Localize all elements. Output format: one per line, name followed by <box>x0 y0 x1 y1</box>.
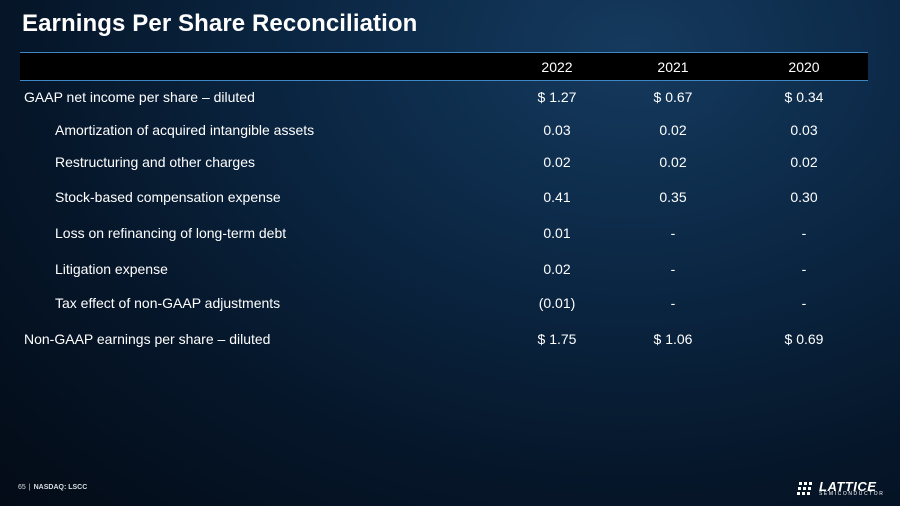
table-row-tax-effect: Tax effect of non-GAAP adjustments (0.01… <box>20 292 868 316</box>
cell-2022: $ 1.75 <box>537 331 577 347</box>
cell-2020: - <box>801 225 807 241</box>
row-label: GAAP net income per share – diluted <box>24 89 255 105</box>
footer: 65 | NASDAQ: LSCC <box>18 484 87 491</box>
table-row-gaap-eps: GAAP net income per share – diluted $ 1.… <box>20 86 868 110</box>
cell-2022: 0.02 <box>543 154 571 170</box>
page-number: 65 <box>18 484 26 491</box>
cell-2022: $ 1.27 <box>537 89 577 105</box>
column-header-2021: 2021 <box>657 59 689 75</box>
cell-2022: 0.41 <box>543 189 571 205</box>
row-label: Restructuring and other charges <box>55 154 255 170</box>
row-label: Litigation expense <box>55 261 168 277</box>
table-row-debt-refinancing: Loss on refinancing of long-term debt 0.… <box>20 222 868 246</box>
table-row-amortization: Amortization of acquired intangible asse… <box>20 119 868 143</box>
cell-2020: - <box>801 295 807 311</box>
cell-2020: $ 0.34 <box>784 89 824 105</box>
cell-2021: - <box>670 295 676 311</box>
row-label: Stock-based compensation expense <box>55 189 281 205</box>
ticker-label: NASDAQ: LSCC <box>33 484 88 491</box>
cell-2022: (0.01) <box>538 295 576 311</box>
column-header-2022: 2022 <box>541 59 573 75</box>
cell-2021: 0.35 <box>659 189 687 205</box>
lattice-grid-icon <box>797 482 812 495</box>
row-label: Amortization of acquired intangible asse… <box>55 122 315 138</box>
row-label: Tax effect of non-GAAP adjustments <box>55 295 281 311</box>
table-row-litigation: Litigation expense 0.02 - - <box>20 258 868 282</box>
page-title: Earnings Per Share Reconciliation <box>22 10 418 37</box>
row-label: Non-GAAP earnings per share – diluted <box>24 331 271 347</box>
lattice-logo: LATTICE SEMICONDUCTOR <box>797 479 889 499</box>
cell-2020: - <box>801 261 807 277</box>
cell-2021: $ 1.06 <box>653 331 693 347</box>
cell-2021: 0.02 <box>659 154 687 170</box>
cell-2022: 0.02 <box>543 261 571 277</box>
cell-2020: 0.03 <box>790 122 818 138</box>
logo-subtitle: SEMICONDUCTOR <box>819 491 885 497</box>
table-header: 2022 2021 2020 <box>20 52 868 81</box>
cell-2021: - <box>670 225 676 241</box>
row-label: Loss on refinancing of long-term debt <box>55 225 287 241</box>
table-row-non-gaap-eps: Non-GAAP earnings per share – diluted $ … <box>20 328 868 352</box>
cell-2021: 0.02 <box>659 122 687 138</box>
table-row-stock-comp: Stock-based compensation expense 0.41 0.… <box>20 186 868 210</box>
cell-2022: 0.03 <box>543 122 571 138</box>
table-row-restructuring: Restructuring and other charges 0.02 0.0… <box>20 151 868 175</box>
cell-2020: 0.30 <box>790 189 818 205</box>
cell-2021: - <box>670 261 676 277</box>
logo-wordmark: LATTICE <box>819 479 877 494</box>
cell-2020: 0.02 <box>790 154 818 170</box>
column-header-2020: 2020 <box>788 59 820 75</box>
cell-2021: $ 0.67 <box>653 89 693 105</box>
cell-2022: 0.01 <box>543 225 571 241</box>
footer-separator: | <box>28 484 31 491</box>
cell-2020: $ 0.69 <box>784 331 824 347</box>
